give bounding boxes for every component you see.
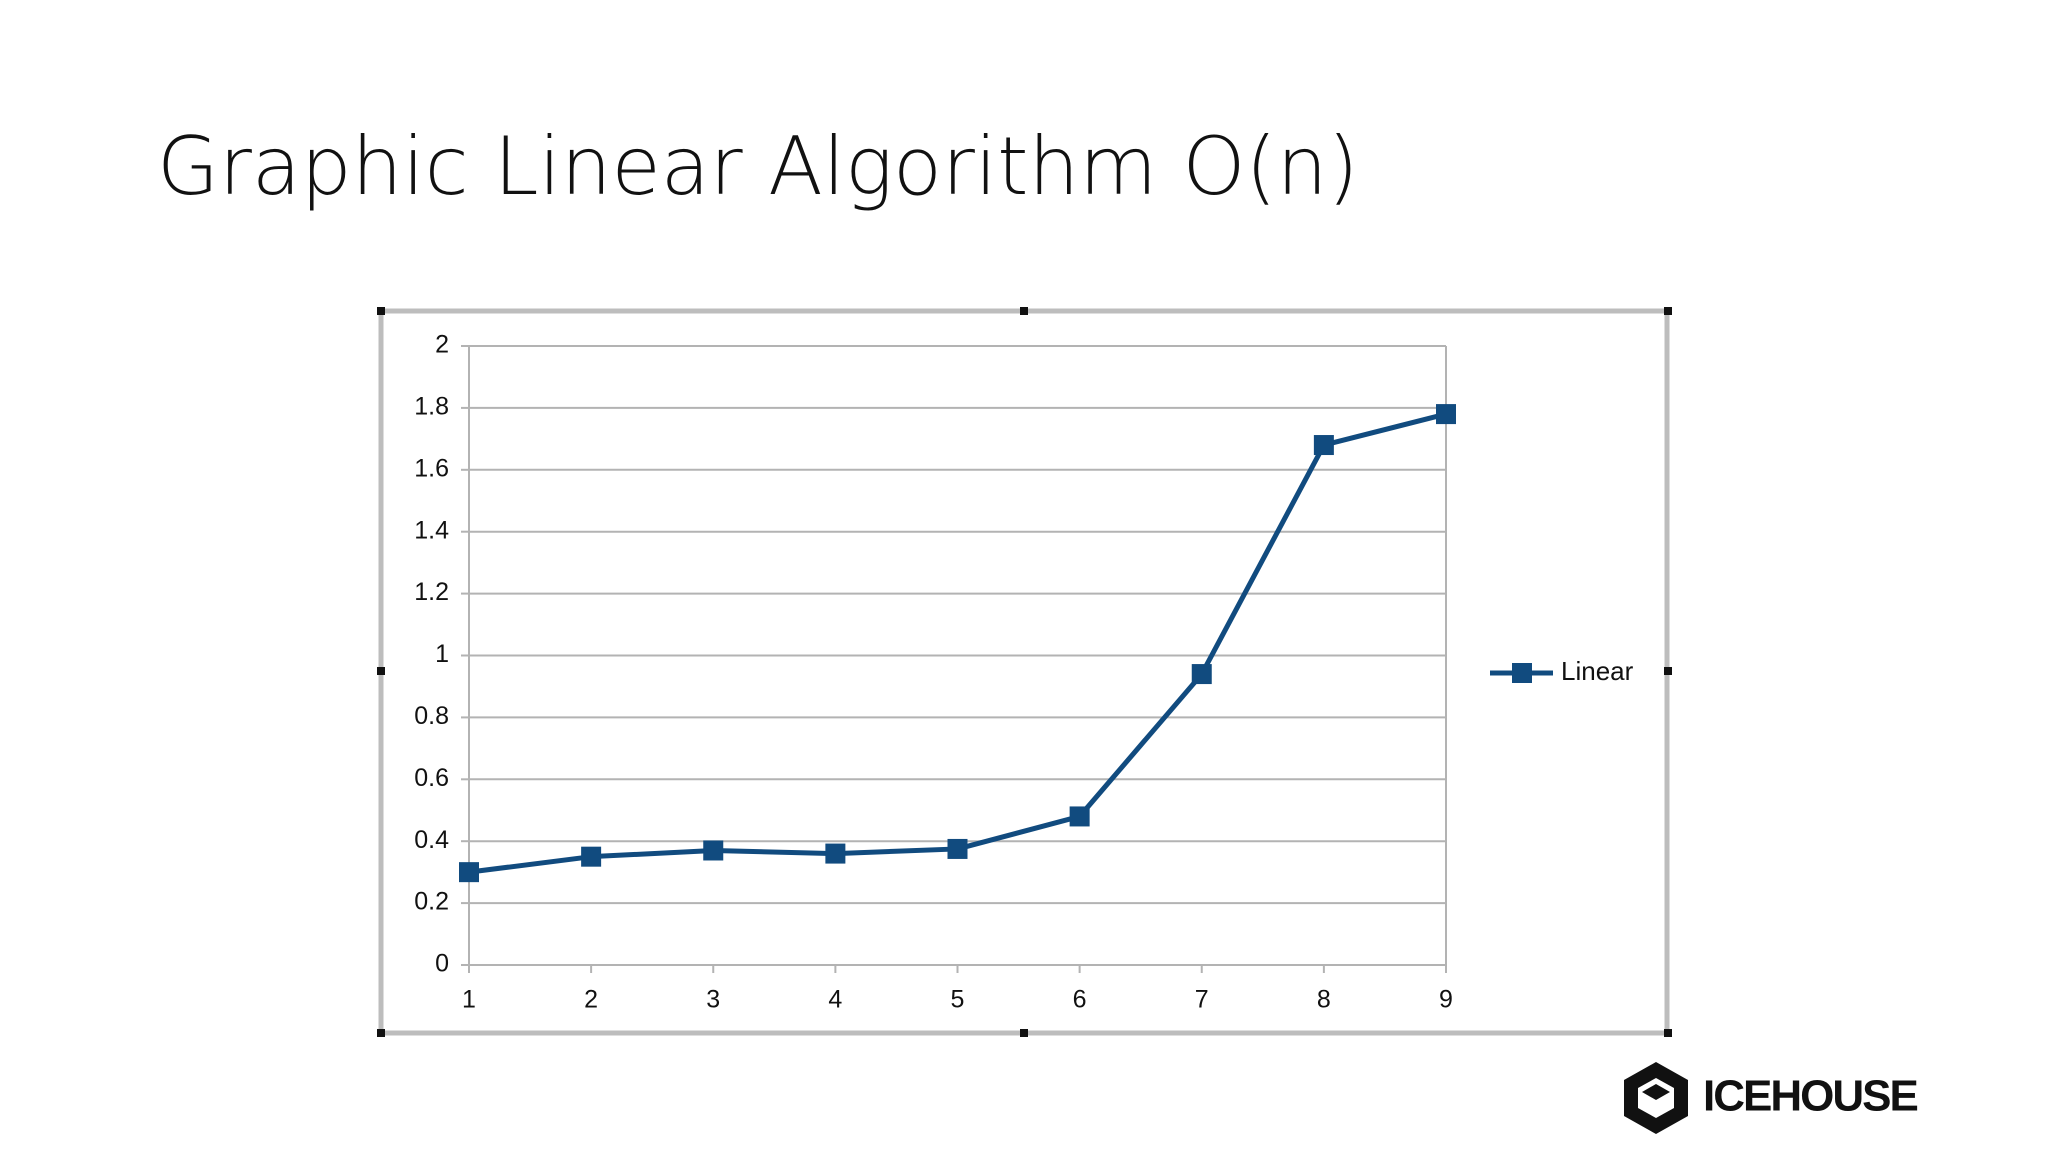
x-tick-label: 5 <box>951 986 965 1014</box>
y-tick-label: 1 <box>435 640 449 668</box>
selection-handles <box>377 307 1672 1037</box>
x-tick-label: 8 <box>1317 986 1331 1014</box>
marker <box>1191 664 1212 685</box>
x-tick-label: 7 <box>1195 986 1209 1014</box>
y-tick-label: 1.8 <box>414 393 449 421</box>
x-tick-label: 3 <box>706 986 720 1014</box>
y-tick-label: 2 <box>435 331 449 359</box>
plot: 0 0.2 0.4 0.6 0.8 1 1.2 1.4 1.6 1.8 2 1 2 3 4 5 6 7 8 9 Line… <box>414 331 1633 1014</box>
x-tick-label: 9 <box>1439 986 1453 1014</box>
x-tick-label: 6 <box>1073 986 1087 1014</box>
slide-title: Graphic Linear Algorithm O(n) <box>157 120 1359 213</box>
logo-text: ICEHOUSE <box>1703 1072 1917 1121</box>
chart-frame <box>378 308 1670 1036</box>
marker <box>1069 806 1090 827</box>
legend-label: Linear <box>1561 656 1634 686</box>
x-tick-label: 4 <box>828 986 842 1014</box>
marker <box>1313 435 1334 456</box>
legend-marker <box>1512 663 1532 683</box>
y-tick-label: 0.6 <box>414 764 449 792</box>
y-tick-label: 0.2 <box>414 888 449 916</box>
y-tick-label: 0.4 <box>414 826 449 854</box>
y-tick-label: 0 <box>435 950 449 978</box>
x-tick-label: 1 <box>462 986 476 1014</box>
y-tick-label: 1.2 <box>414 578 449 606</box>
marker <box>947 838 968 859</box>
y-tick-label: 1.4 <box>414 516 449 544</box>
logo: ICEHOUSE <box>1624 1062 1919 1134</box>
x-tick-label: 2 <box>584 986 598 1014</box>
marker <box>581 846 602 867</box>
marker <box>703 840 724 861</box>
marker <box>825 843 846 864</box>
marker <box>459 862 479 883</box>
y-tick-label: 0.8 <box>414 702 449 730</box>
marker <box>1436 404 1456 425</box>
y-tick-label: 1.6 <box>414 454 449 482</box>
